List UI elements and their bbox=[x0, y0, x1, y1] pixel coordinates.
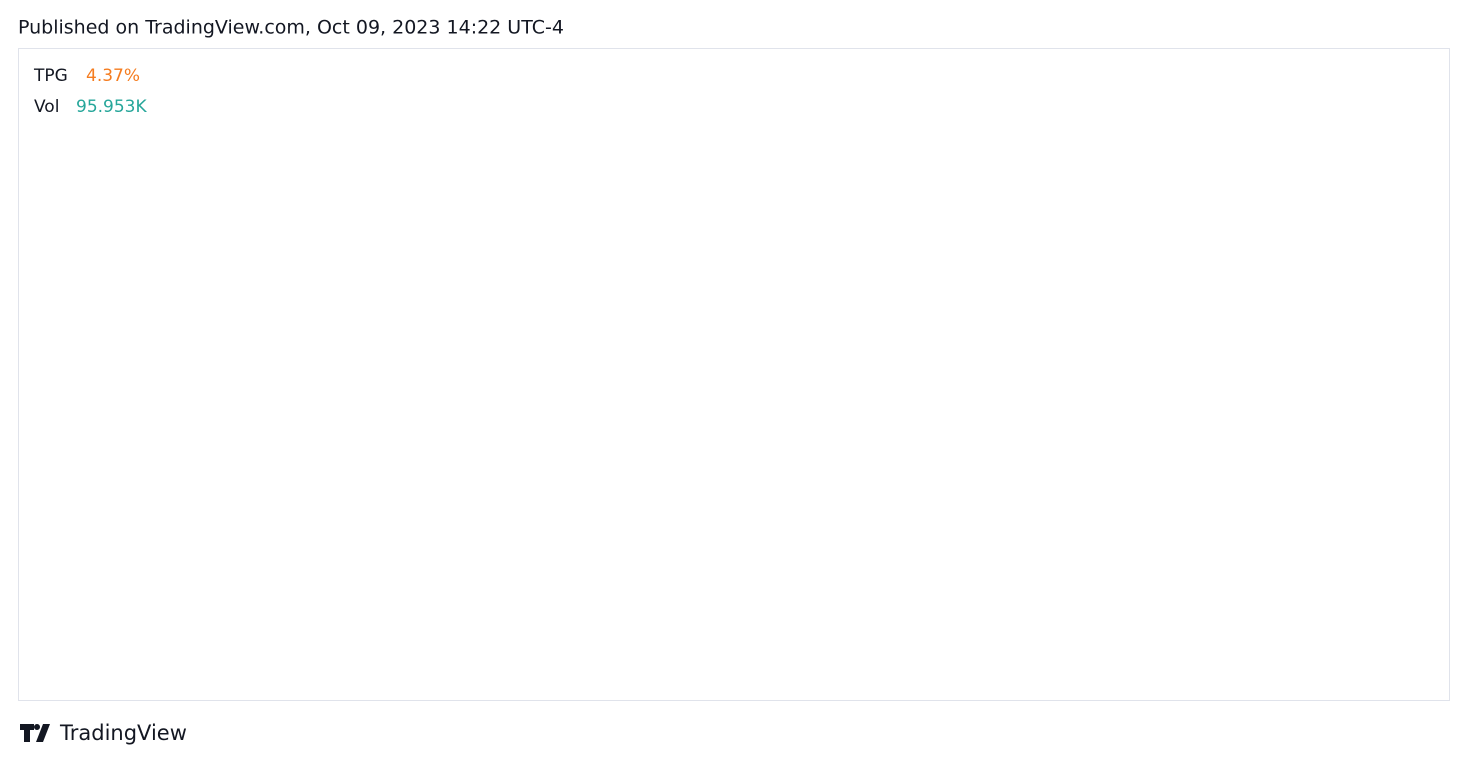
frame bbox=[18, 48, 1450, 701]
logo: TradingView bbox=[20, 721, 187, 745]
legend-value: 4.37% bbox=[86, 66, 140, 86]
brand: TradingView bbox=[59, 721, 187, 745]
header: Published on TradingView.com, Oct 09, 20… bbox=[18, 17, 564, 39]
legend-vol-name: Vol bbox=[34, 97, 59, 117]
legend-name: TPG bbox=[33, 66, 68, 86]
legend-vol-value: 95.953K bbox=[76, 97, 147, 117]
